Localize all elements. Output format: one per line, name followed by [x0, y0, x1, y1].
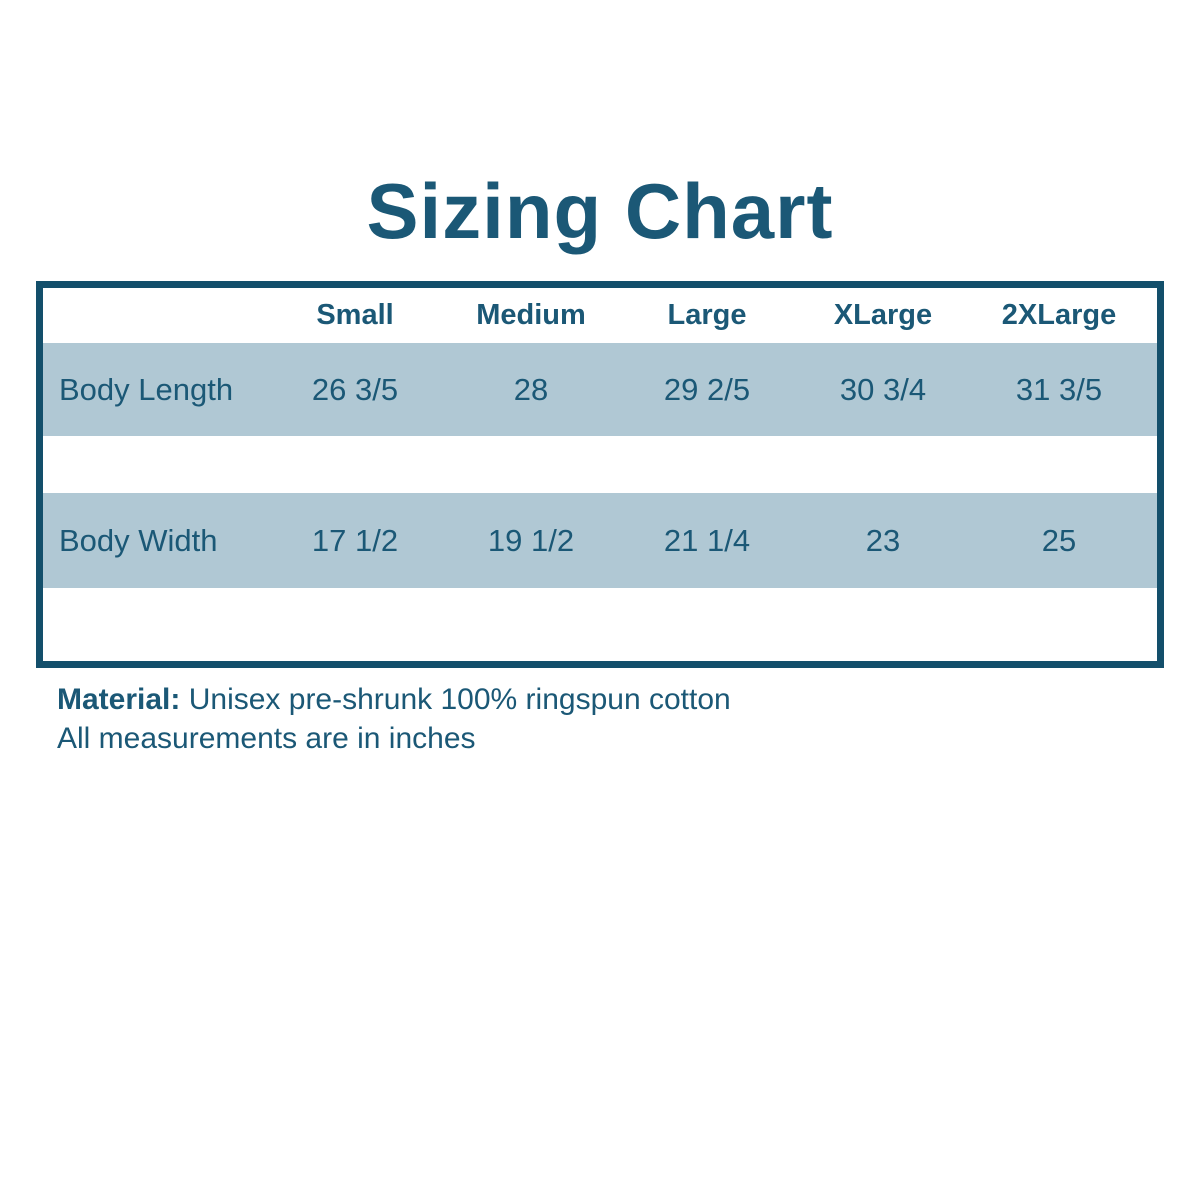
table-row-body-length: Body Length 26 3/5 28 29 2/5 30 3/4 31 3… [43, 343, 1157, 436]
column-header-large: Large [667, 299, 747, 331]
measurement-note: All measurements are in inches [57, 722, 476, 755]
material-note: Material: Unisex pre-shrunk 100% ringspu… [57, 680, 731, 719]
column-header-2xlarge: 2XLarge [1001, 299, 1117, 331]
table-row-body-width: Body Width 17 1/2 19 1/2 21 1/4 23 25 [43, 493, 1157, 588]
body-width-small: 17 1/2 [311, 522, 399, 558]
body-width-xlarge: 23 [865, 522, 901, 558]
page-title: Sizing Chart [366, 167, 834, 255]
body-length-2xlarge: 31 3/5 [1015, 371, 1103, 407]
column-header-medium: Medium [476, 299, 586, 331]
body-length-large: 29 2/5 [663, 371, 751, 407]
column-header-small: Small [316, 299, 394, 331]
body-length-xlarge: 30 3/4 [839, 371, 927, 407]
body-width-2xlarge: 25 [1041, 522, 1077, 558]
body-length-medium: 28 [513, 371, 549, 407]
sizing-table: Small Medium Large XLarge 2XLarge Body L… [36, 281, 1164, 668]
material-label: Material: [57, 683, 181, 716]
footer-notes: Material: Unisex pre-shrunk 100% ringspu… [57, 680, 731, 758]
column-header-xlarge: XLarge [833, 299, 933, 331]
table-spacer-row [43, 436, 1157, 493]
body-width-medium: 19 1/2 [487, 522, 575, 558]
row-label-body-length: Body Length [59, 371, 234, 407]
table-header-row: Small Medium Large XLarge 2XLarge [43, 288, 1157, 343]
material-value: Unisex pre-shrunk 100% ringspun cotton [188, 683, 731, 716]
body-width-large: 21 1/4 [663, 522, 751, 558]
body-length-small: 26 3/5 [311, 371, 399, 407]
row-label-body-width: Body Width [59, 522, 218, 558]
